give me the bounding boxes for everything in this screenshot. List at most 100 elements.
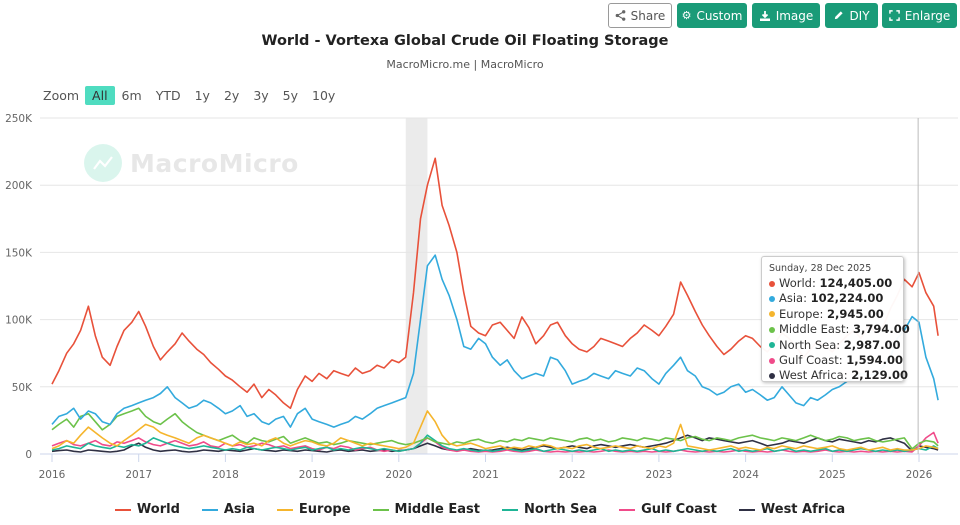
x-tick-label: 2020	[385, 469, 412, 481]
tooltip-series-value: 1,594.00	[846, 353, 903, 368]
y-tick-label: 150K	[5, 247, 33, 259]
zoom-button-all[interactable]: All	[85, 86, 115, 105]
zoom-label: Zoom	[43, 88, 80, 103]
watermark: MacroMicro	[84, 144, 299, 182]
tooltip-row: Gulf Coast: 1,594.00	[769, 353, 903, 368]
tooltip-row: West Africa: 2,129.00	[769, 368, 908, 383]
series-dot-icon	[769, 372, 775, 379]
y-tick-label: 200K	[5, 180, 33, 192]
share-icon	[615, 10, 626, 21]
tooltip-series-value: 102,224.00	[810, 291, 884, 306]
tooltip-series-name: Asia	[779, 291, 804, 306]
tooltip-series-name: North Sea	[779, 337, 837, 352]
chart-subtitle: MacroMicro.me | MacroMicro	[386, 58, 544, 71]
share-label: Share	[630, 8, 666, 23]
legend-item-world[interactable]: World	[114, 502, 180, 517]
pencil-icon	[833, 10, 844, 21]
tooltip-series-name: West Africa	[779, 368, 844, 383]
series-dot-icon	[769, 326, 775, 333]
zoom-button-10y[interactable]: 10y	[312, 88, 336, 103]
tooltip-series-value: 3,794.00	[853, 322, 910, 337]
legend-item-gulf-coast[interactable]: Gulf Coast	[619, 502, 717, 517]
legend-line-icon	[276, 508, 293, 511]
image-label: Image	[775, 8, 814, 23]
series-line-west-africa	[51, 434, 939, 453]
x-tick-label: 2026	[906, 469, 933, 481]
zoom-button-2y[interactable]: 2y	[223, 88, 240, 103]
legend-line-icon	[201, 508, 218, 511]
legend-label: Middle East	[394, 502, 480, 517]
tooltip-row: Europe: 2,945.00	[769, 307, 896, 322]
tooltip-series-name: World	[779, 276, 812, 290]
tooltip: Sunday, 28 Dec 2025 World: 124,405.00 Asi…	[761, 256, 910, 383]
watermark-text: MacroMicro	[130, 148, 299, 178]
series-dot-icon	[769, 311, 775, 318]
x-tick-label: 2019	[299, 469, 326, 481]
diy-label: DIY	[849, 8, 870, 23]
tooltip-series-value: 2,129.00	[851, 368, 909, 383]
range-selector: Zoom All 6m YTD 1y 2y 3y 5y 10y	[43, 86, 342, 105]
legend-item-middle-east[interactable]: Middle East	[372, 502, 480, 517]
tooltip-row: North Sea: 2,987.00	[769, 337, 901, 353]
tooltip-series-name: Europe	[779, 306, 820, 321]
image-button[interactable]: Image	[752, 3, 820, 28]
enlarge-button[interactable]: Enlarge	[882, 3, 957, 28]
tooltip-row: World: 124,405.00	[769, 276, 896, 291]
legend-item-asia[interactable]: Asia	[201, 502, 255, 517]
legend-line-icon	[501, 508, 518, 511]
tooltip-row: Asia: 102,224.00	[769, 291, 896, 306]
tooltip-series-value: 124,405.00	[819, 276, 893, 290]
enlarge-label: Enlarge	[904, 8, 951, 23]
y-tick-label: 0	[25, 449, 32, 461]
y-tick-label: 100K	[5, 315, 33, 327]
x-tick-label: 2021	[472, 469, 499, 481]
x-tick-label: 2023	[646, 469, 673, 481]
gear-icon: ⚙	[681, 9, 692, 22]
y-tick-label: 50K	[12, 382, 33, 394]
shaded-band	[405, 118, 428, 454]
series-dot-icon	[769, 280, 775, 287]
line-chart[interactable]: 2016 2017 2018 2019 2020 2021 2022 2023 2024 2025…	[0, 0, 960, 500]
watermark-logo-icon	[84, 144, 122, 182]
series-dot-icon	[769, 342, 775, 349]
zoom-button-1y[interactable]: 1y	[194, 88, 210, 103]
zoom-button-ytd[interactable]: YTD	[155, 88, 181, 103]
legend-label: Gulf Coast	[641, 502, 717, 517]
legend-label: World	[136, 502, 180, 517]
x-tick-label: 2016	[39, 469, 66, 481]
x-tick-label: 2024	[732, 469, 759, 481]
tooltip-row: Middle East: 3,794.00	[769, 322, 910, 337]
tooltip-series-value: 2,945.00	[826, 306, 884, 321]
tooltip-series-name: Gulf Coast	[779, 353, 839, 368]
download-icon	[759, 10, 771, 22]
x-tick-label: 2017	[125, 469, 152, 481]
x-tick-label: 2018	[212, 469, 239, 481]
legend: World Asia Europe Middle East North Sea Gulf …	[0, 502, 960, 517]
series-dot-icon	[769, 357, 775, 364]
legend-item-europe[interactable]: Europe	[276, 502, 351, 517]
custom-label: Custom	[696, 8, 743, 23]
legend-item-north-sea[interactable]: North Sea	[501, 502, 598, 517]
series-dot-icon	[769, 295, 775, 302]
chart-title: World - Vortexa Global Crude Oil Floatin…	[261, 33, 669, 49]
legend-label: West Africa	[760, 502, 846, 517]
tooltip-date: Sunday, 28 Dec 2025	[769, 263, 872, 274]
zoom-button-5y[interactable]: 5y	[282, 88, 299, 103]
legend-line-icon	[372, 508, 389, 511]
legend-line-icon	[619, 508, 636, 511]
tooltip-series-name: Middle East	[779, 322, 846, 337]
legend-line-icon	[114, 508, 131, 511]
legend-item-west-africa[interactable]: West Africa	[738, 502, 846, 517]
zoom-button-3y[interactable]: 3y	[253, 88, 269, 103]
diy-button[interactable]: DIY	[825, 3, 878, 28]
legend-label: North Sea	[523, 502, 598, 517]
zoom-button-6m[interactable]: 6m	[121, 88, 142, 103]
series-line-gulf-coast	[51, 431, 939, 453]
series-line-europe	[51, 410, 939, 451]
series-line-asia	[51, 254, 939, 428]
y-tick-label: 250K	[5, 113, 33, 125]
custom-button[interactable]: ⚙ Custom	[677, 3, 747, 28]
share-button[interactable]: Share	[608, 3, 672, 28]
x-tick-label: 2022	[559, 469, 586, 481]
legend-label: Europe	[298, 502, 351, 517]
